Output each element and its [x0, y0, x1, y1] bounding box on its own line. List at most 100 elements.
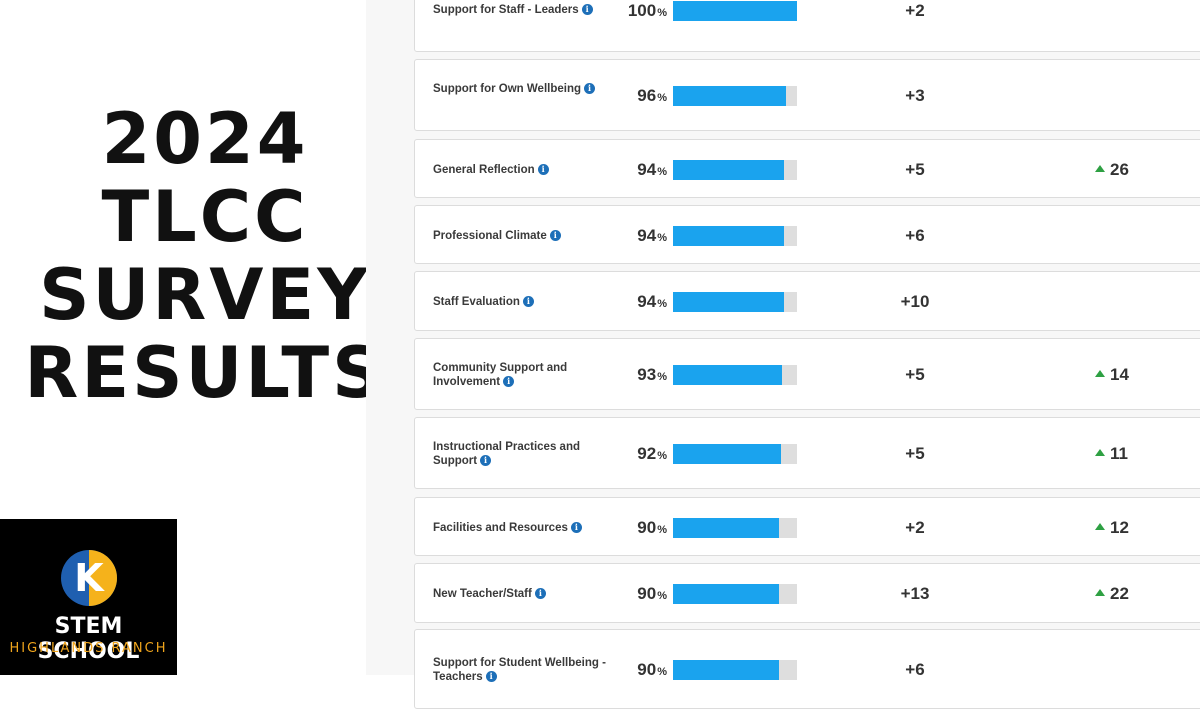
percent-value: 90%: [637, 517, 667, 537]
trend-indicator: 22: [1095, 584, 1155, 604]
percent-bar: [673, 584, 797, 604]
table-row: Instructional Practices and Support i 92% +…: [414, 417, 1200, 489]
change-value: +2: [905, 1, 925, 20]
percent-bar: [673, 86, 797, 106]
percent-bar: [673, 292, 797, 312]
change-value: +10: [900, 292, 930, 311]
percent-bar-fill: [673, 365, 783, 385]
info-icon[interactable]: i: [480, 455, 492, 467]
arrow-up-icon: [1095, 370, 1105, 378]
percent-bar: [673, 365, 797, 385]
info-icon[interactable]: i: [537, 163, 549, 175]
row-label-text: Support for Staff - Leaders: [433, 4, 579, 16]
table-row: Support for Own Wellbeing i 96% +3: [414, 59, 1200, 131]
table-row: Community Support and Involvement i 93% +5 1…: [414, 338, 1200, 410]
row-label: Support for Own Wellbeing i: [433, 82, 608, 96]
row-label-text: Community Support and Involvement: [433, 362, 568, 388]
percent-value: 94%: [637, 292, 667, 311]
percent-value: 92%: [637, 444, 667, 463]
percent-value: 93%: [637, 365, 667, 384]
row-label-text: General Reflection: [433, 163, 535, 176]
percent-value: 96%: [637, 86, 667, 105]
info-icon[interactable]: i: [534, 588, 546, 600]
percent-number: 92: [637, 444, 657, 463]
percent-bar: [673, 660, 797, 680]
percent-value: 90%: [637, 584, 667, 603]
arrow-up-icon: [1095, 589, 1105, 597]
trend-value: 22: [1110, 584, 1129, 603]
title-panel: 2024 TLCC SURVEY RESULTS K STEM SCHOOL H…: [0, 0, 383, 675]
change-value: +5: [905, 159, 925, 179]
info-icon[interactable]: i: [584, 83, 596, 95]
percent-bar-fill: [673, 584, 779, 604]
title-line-4: RESULTS: [24, 332, 386, 414]
row-label-text: Facilities and Resources: [433, 521, 568, 534]
percent-value: 100%: [627, 1, 667, 20]
survey-results-screenshot: Support for Staff - Leaders i 100% +2 Suppor…: [366, 0, 1200, 709]
percent-bar-fill: [673, 1, 797, 21]
change-value: +6: [905, 660, 925, 679]
info-icon[interactable]: i: [549, 229, 561, 241]
info-icon[interactable]: i: [503, 376, 515, 388]
percent-bar: [673, 225, 797, 246]
table-row: New Teacher/Staff i 90% +13 22: [414, 563, 1200, 623]
trend-value: 11: [1110, 444, 1128, 463]
table-row: Staff Evaluation i 94% +10: [414, 271, 1200, 331]
trend-indicator: 12: [1095, 518, 1155, 538]
percent-value: 94%: [637, 225, 667, 245]
percent-number: 90: [637, 584, 657, 603]
row-label-text: Instructional Practices and Support: [433, 441, 580, 467]
info-icon[interactable]: i: [485, 671, 497, 683]
logo-school-name: STEM SCHOOL: [37, 614, 140, 664]
percent-number: 90: [637, 660, 657, 679]
title-line-1: 2024: [101, 98, 309, 180]
row-label: Community Support and Involvement i: [433, 361, 608, 389]
percent-value: 90%: [637, 660, 667, 679]
row-label-text: Professional Climate: [433, 229, 547, 242]
arrow-up-icon: [1095, 164, 1105, 172]
row-label-text: Support for Student Wellbeing - Teachers: [433, 657, 606, 683]
k-sun-logo-icon: K: [61, 550, 117, 606]
percent-number: 100: [627, 1, 657, 20]
row-label-text: Support for Own Wellbeing: [433, 83, 582, 95]
percent-bar: [673, 517, 797, 538]
row-label: Support for Staff - Leaders i: [433, 3, 608, 17]
info-icon[interactable]: i: [522, 296, 534, 308]
page-title: 2024 TLCC SURVEY RESULTS: [0, 100, 410, 412]
percent-bar-fill: [673, 444, 782, 464]
trend-value: 12: [1110, 517, 1129, 537]
percent-bar-fill: [673, 86, 787, 106]
table-row: Support for Staff - Leaders i 100% +2: [414, 0, 1200, 52]
percent-bar-fill: [673, 225, 784, 246]
row-label: Staff Evaluation i: [433, 295, 608, 309]
change-value: +13: [900, 584, 930, 603]
percent-bar-fill: [673, 517, 779, 538]
trend-indicator: 26: [1095, 160, 1155, 180]
trend-indicator: 14: [1095, 365, 1155, 385]
arrow-up-icon: [1095, 522, 1105, 530]
logo-school-location: HIGHLANDS RANCH: [9, 641, 168, 656]
change-value: +6: [905, 225, 925, 245]
row-label-text: New Teacher/Staff: [433, 588, 532, 600]
percent-bar: [673, 1, 797, 21]
row-label: Support for Student Wellbeing - Teachers…: [433, 656, 608, 684]
percent-bar: [673, 159, 797, 180]
percent-bar-fill: [673, 660, 779, 680]
school-logo: K STEM SCHOOL HIGHLANDS RANCH: [0, 519, 177, 675]
arrow-up-icon: [1095, 449, 1105, 457]
percent-number: 90: [637, 517, 657, 537]
table-row: Professional Climate i 94% +6: [414, 205, 1200, 264]
info-icon[interactable]: i: [581, 4, 593, 16]
percent-value: 94%: [637, 159, 667, 179]
trend-indicator: 11: [1095, 444, 1155, 464]
table-row: Facilities and Resources i 90% +2 12: [414, 497, 1200, 556]
title-line-2: TLCC: [101, 176, 309, 258]
row-label: Instructional Practices and Support i: [433, 440, 608, 468]
info-icon[interactable]: i: [570, 521, 582, 533]
row-label: Professional Climate i: [433, 229, 608, 243]
row-label: General Reflection i: [433, 163, 608, 177]
change-value: +5: [905, 365, 925, 384]
row-label: New Teacher/Staff i: [433, 587, 608, 601]
row-label: Facilities and Resources i: [433, 521, 608, 535]
table-row: Support for Student Wellbeing - Teachers…: [414, 629, 1200, 709]
